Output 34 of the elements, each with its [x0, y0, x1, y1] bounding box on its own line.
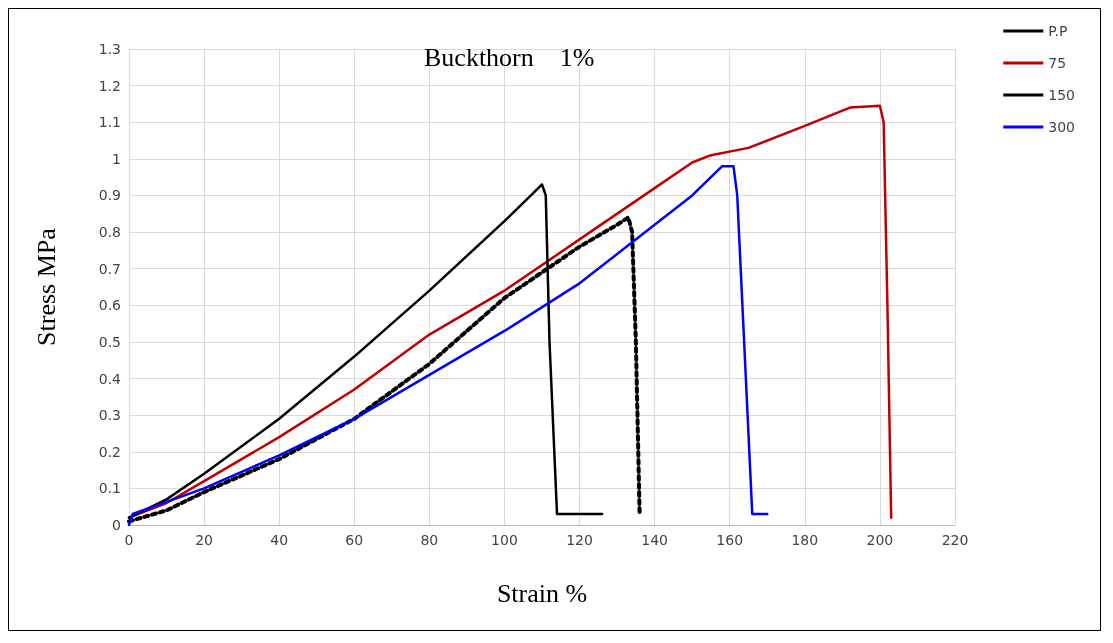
x-axis-title: Strain %	[496, 578, 588, 608]
x-tick-label: 220	[941, 532, 969, 548]
x-tick-label: 200	[866, 532, 894, 548]
y-tick-label: 0.2	[98, 443, 121, 460]
y-tick-label: 1.2	[98, 77, 121, 94]
y-tick-label: 0	[112, 517, 121, 533]
x-tick-label: 180	[791, 532, 819, 548]
x-tick-label: 0	[124, 532, 134, 548]
x-tick-label: 140	[641, 532, 668, 548]
y-tick-label: 0.9	[98, 187, 121, 204]
x-tick-label: 20	[195, 532, 213, 548]
legend-label: 300	[1048, 119, 1076, 135]
x-tick-label: 100	[491, 532, 518, 548]
x-tick-label: 40	[270, 532, 289, 548]
y-tick-label: 1.3	[98, 41, 121, 57]
y-tick-label: 0.4	[98, 370, 122, 387]
y-tick-label: 1.1	[98, 114, 121, 131]
x-tick-label: 80	[420, 532, 439, 548]
legend-label: 75	[1048, 55, 1067, 71]
x-tick-label: 60	[345, 532, 364, 548]
chart-title: Buckthorn 1%	[424, 42, 595, 72]
x-tick-label: 120	[566, 532, 593, 548]
y-tick-label: 0.5	[98, 333, 121, 350]
y-axis-title: Stress MPa	[31, 227, 61, 346]
x-tick-label: 160	[716, 532, 744, 548]
y-tick-label: 0.1	[98, 480, 121, 497]
legend-label: 150	[1048, 87, 1076, 103]
y-tick-label: 0.7	[98, 260, 121, 277]
y-tick-label: 0.6	[98, 297, 122, 314]
y-tick-label: 0.8	[98, 224, 121, 241]
legend-label: P.P	[1048, 23, 1068, 39]
y-tick-label: 1	[112, 150, 121, 167]
line-series	[127, 164, 769, 527]
y-tick-label: 0.3	[98, 407, 121, 424]
